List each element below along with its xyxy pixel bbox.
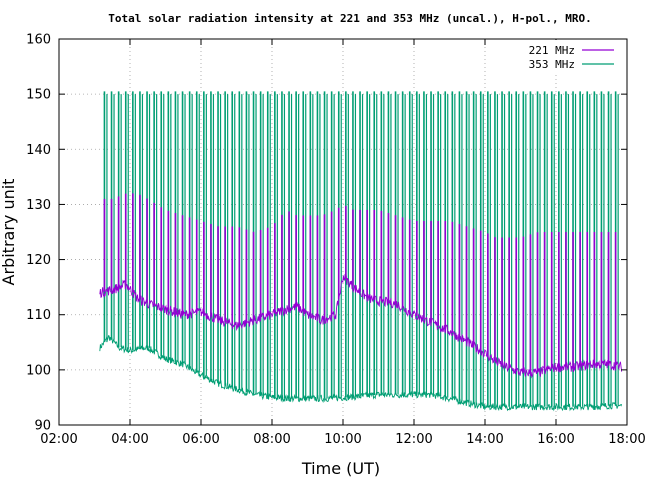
legend-box (518, 40, 622, 72)
x-tick-label: 18:00 (608, 432, 645, 447)
y-tick-labels: 90 100 110 120 130 140 150 160 (26, 33, 51, 434)
y-tick-label: 150 (26, 88, 51, 103)
y-tick-label: 120 (26, 253, 51, 268)
x-axis-label: Time (UT) (301, 459, 380, 478)
series-line (99, 273, 623, 379)
grid-lines (59, 39, 627, 425)
legend: 221 MHz 353 MHz (518, 40, 622, 72)
x-tick-label: 14:00 (466, 432, 503, 447)
x-tick-labels: 02:00 04:00 06:00 08:00 10:00 12:00 14:00 16:00… (40, 432, 645, 447)
x-tick-label: 10:00 (324, 432, 361, 447)
x-tick-label: 08:00 (253, 432, 290, 447)
y-tick-label: 100 (26, 363, 51, 378)
series-221-mhz (99, 193, 623, 379)
x-tick-label: 04:00 (111, 432, 148, 447)
y-tick-label: 90 (34, 419, 51, 434)
legend-label-353: 353 MHz (529, 58, 575, 71)
x-tick-label: 02:00 (40, 432, 77, 447)
y-tick-label: 160 (26, 33, 51, 48)
legend-label-221: 221 MHz (529, 44, 575, 57)
x-tick-label: 16:00 (537, 432, 574, 447)
y-tick-label: 110 (26, 308, 51, 323)
series-layer (99, 91, 623, 412)
chart-title: Total solar radiation intensity at 221 a… (108, 12, 591, 25)
y-axis-label: Arbitrary unit (0, 179, 18, 286)
y-tick-label: 140 (26, 143, 51, 158)
x-tick-label: 12:00 (395, 432, 432, 447)
series-line (99, 334, 623, 412)
x-tick-label: 06:00 (182, 432, 219, 447)
y-tick-label: 130 (26, 198, 51, 213)
